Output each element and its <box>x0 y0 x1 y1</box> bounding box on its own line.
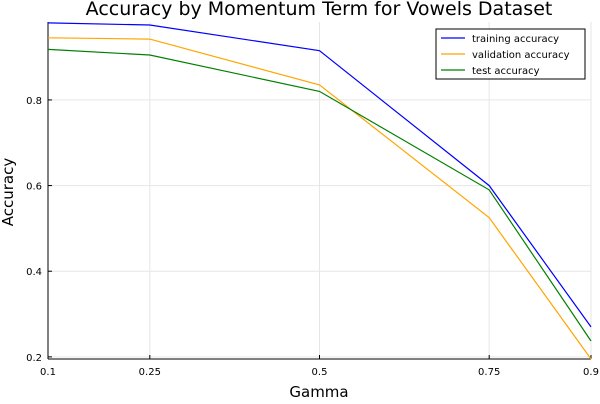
legend-label: training accuracy <box>472 34 559 45</box>
x-axis-label: Gamma <box>289 383 348 400</box>
x-tick-label: 0.25 <box>139 367 161 378</box>
series-line-validation-accuracy <box>47 37 592 360</box>
y-tick-label: 0.2 <box>26 353 42 364</box>
y-tick-label: 0.8 <box>26 96 42 107</box>
series-line-training-accuracy <box>47 22 592 328</box>
x-tick-label: 0.75 <box>478 367 500 378</box>
series-lines <box>47 22 592 360</box>
series-line-test-accuracy <box>47 48 592 342</box>
axes <box>47 22 592 360</box>
legend-label: test accuracy <box>472 66 540 77</box>
x-tick-label: 0.1 <box>40 367 56 378</box>
tick-labels: 0.1 0.25 0.5 0.75 0.9 0.2 0.4 0.6 0.8 <box>26 96 599 378</box>
x-tick-label: 0.5 <box>312 367 328 378</box>
legend: training accuracy validation accuracy test… <box>435 28 586 80</box>
chart-title: Accuracy by Momentum Term for Vowels Dat… <box>86 0 553 20</box>
y-axis-label: Accuracy <box>0 158 17 227</box>
x-tick-label: 0.9 <box>583 367 599 378</box>
legend-label: validation accuracy <box>472 50 570 61</box>
y-tick-label: 0.4 <box>26 267 42 278</box>
y-tick-label: 0.6 <box>26 182 42 193</box>
